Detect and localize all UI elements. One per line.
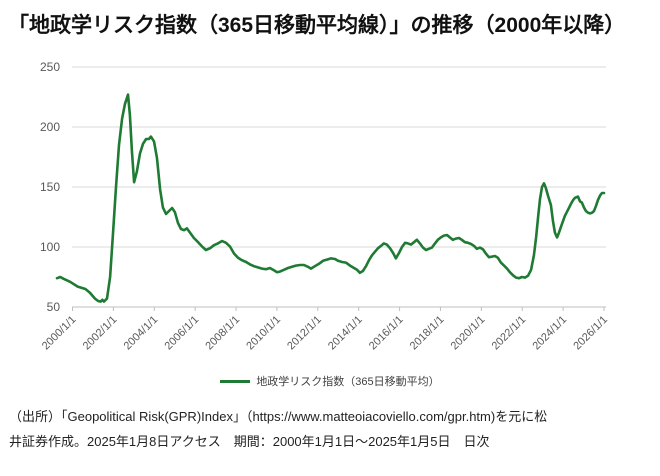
x-tick-label: 2020/1/1 [449,314,488,353]
x-tick-label: 2014/1/1 [326,314,365,353]
x-tick-label: 2002/1/1 [81,314,120,353]
chart-legend: 地政学リスク指数（365日移動平均） [0,373,660,389]
source-note-line1: （出所）「Geopolitical Risk(GPR)Index」（https:… [9,409,548,424]
legend-line-swatch [220,379,251,383]
gpr-index-line [55,93,606,303]
x-tick-label: 2006/1/1 [163,314,202,353]
x-tick-label: 2022/1/1 [490,314,529,353]
y-tick-label: 250 [40,60,60,74]
source-note: （出所）「Geopolitical Risk(GPR)Index」（https:… [9,405,653,455]
x-tick-label: 2008/1/1 [203,314,242,353]
y-tick-label: 50 [47,300,61,314]
x-tick-label: 2010/1/1 [244,314,283,353]
x-tick-label: 2024/1/1 [530,314,569,353]
y-tick-label: 100 [40,240,60,254]
x-tick-label: 2026/1/1 [571,314,610,353]
y-tick-label: 150 [40,180,60,194]
x-tick-label: 2004/1/1 [122,314,161,353]
source-note-line2: 井証券作成。2025年1月8日アクセス 期間：2000年1月1日～2025年1月… [9,433,490,449]
x-tick-label: 2016/1/1 [367,314,406,353]
x-tick-label: 2012/1/1 [285,314,324,353]
legend-label: 地政学リスク指数（365日移動平均） [256,376,440,388]
page-title: 「地政学リスク指数（365日移動平均線）」の推移（2000年以降） [8,14,626,37]
y-tick-label: 200 [40,120,60,134]
x-tick-label: 2018/1/1 [408,314,447,353]
x-tick-label: 2000/1/1 [40,314,79,353]
